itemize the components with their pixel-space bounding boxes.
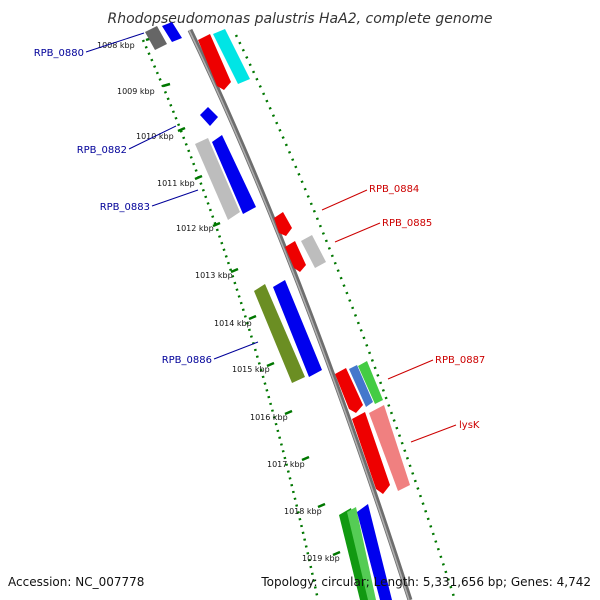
tick-label: 1009 kbp (117, 87, 155, 96)
gene-feature (357, 504, 392, 600)
accession-text: Accession: NC_007778 (8, 575, 144, 589)
gene-feature (198, 34, 231, 90)
genome-title: Rhodopseudomonas palustris HaA2, complet… (107, 11, 492, 27)
gene-feature (352, 412, 390, 494)
gene-label[interactable]: lysK (459, 420, 480, 431)
reverse-strand-genes (145, 22, 392, 600)
gene-feature (273, 280, 322, 377)
forward-strand-genes (198, 29, 410, 494)
tick-label: 1018 kbp (284, 507, 322, 516)
gene-label[interactable]: RPB_0885 (382, 218, 432, 229)
gene-feature (195, 138, 240, 220)
label-leaders (85, 32, 457, 443)
gene-labels: RPB_0880 RPB_0882 RPB_0883 RPB_0886 RPB_… (34, 48, 486, 431)
genome-backbone (187, 28, 413, 600)
gene-label[interactable]: RPB_0884 (369, 184, 419, 195)
gene-feature (285, 241, 306, 272)
gene-label[interactable]: RPB_0887 (435, 355, 485, 366)
tick-label: 1008 kbp (97, 41, 135, 50)
gene-feature (335, 368, 363, 413)
gene-label[interactable]: RPB_0883 (100, 202, 150, 213)
tick-label: 1016 kbp (250, 413, 288, 422)
tick-label: 1012 kbp (176, 224, 214, 233)
gene-feature (347, 507, 376, 600)
gene-feature (213, 29, 250, 84)
tick-label: 1011 kbp (157, 179, 195, 188)
gene-feature (358, 361, 383, 404)
gene-feature (349, 365, 373, 407)
inner-tick-ring (141, 39, 320, 600)
tick-label: 1015 kbp (232, 365, 270, 374)
gene-feature (200, 107, 218, 126)
gene-feature (212, 135, 256, 214)
tick-label: 1017 kbp (267, 460, 305, 469)
gene-feature (301, 235, 326, 268)
tick-label: 1013 kbp (195, 271, 233, 280)
gene-label[interactable]: RPB_0880 (34, 48, 84, 59)
gene-feature (369, 405, 410, 491)
gene-feature (145, 26, 167, 50)
gene-label[interactable]: RPB_0886 (162, 355, 212, 366)
gene-label[interactable]: RPB_0882 (77, 145, 127, 156)
gene-feature (162, 22, 182, 42)
outer-tick-ring (234, 34, 457, 600)
major-ticks (145, 36, 341, 557)
gene-feature (274, 212, 292, 236)
tick-label: 1019 kbp (302, 554, 340, 563)
gene-feature (254, 284, 305, 383)
genome-summary: Topology: circular; Length: 5,331,656 bp… (260, 575, 591, 589)
tick-label: 1014 kbp (214, 319, 252, 328)
